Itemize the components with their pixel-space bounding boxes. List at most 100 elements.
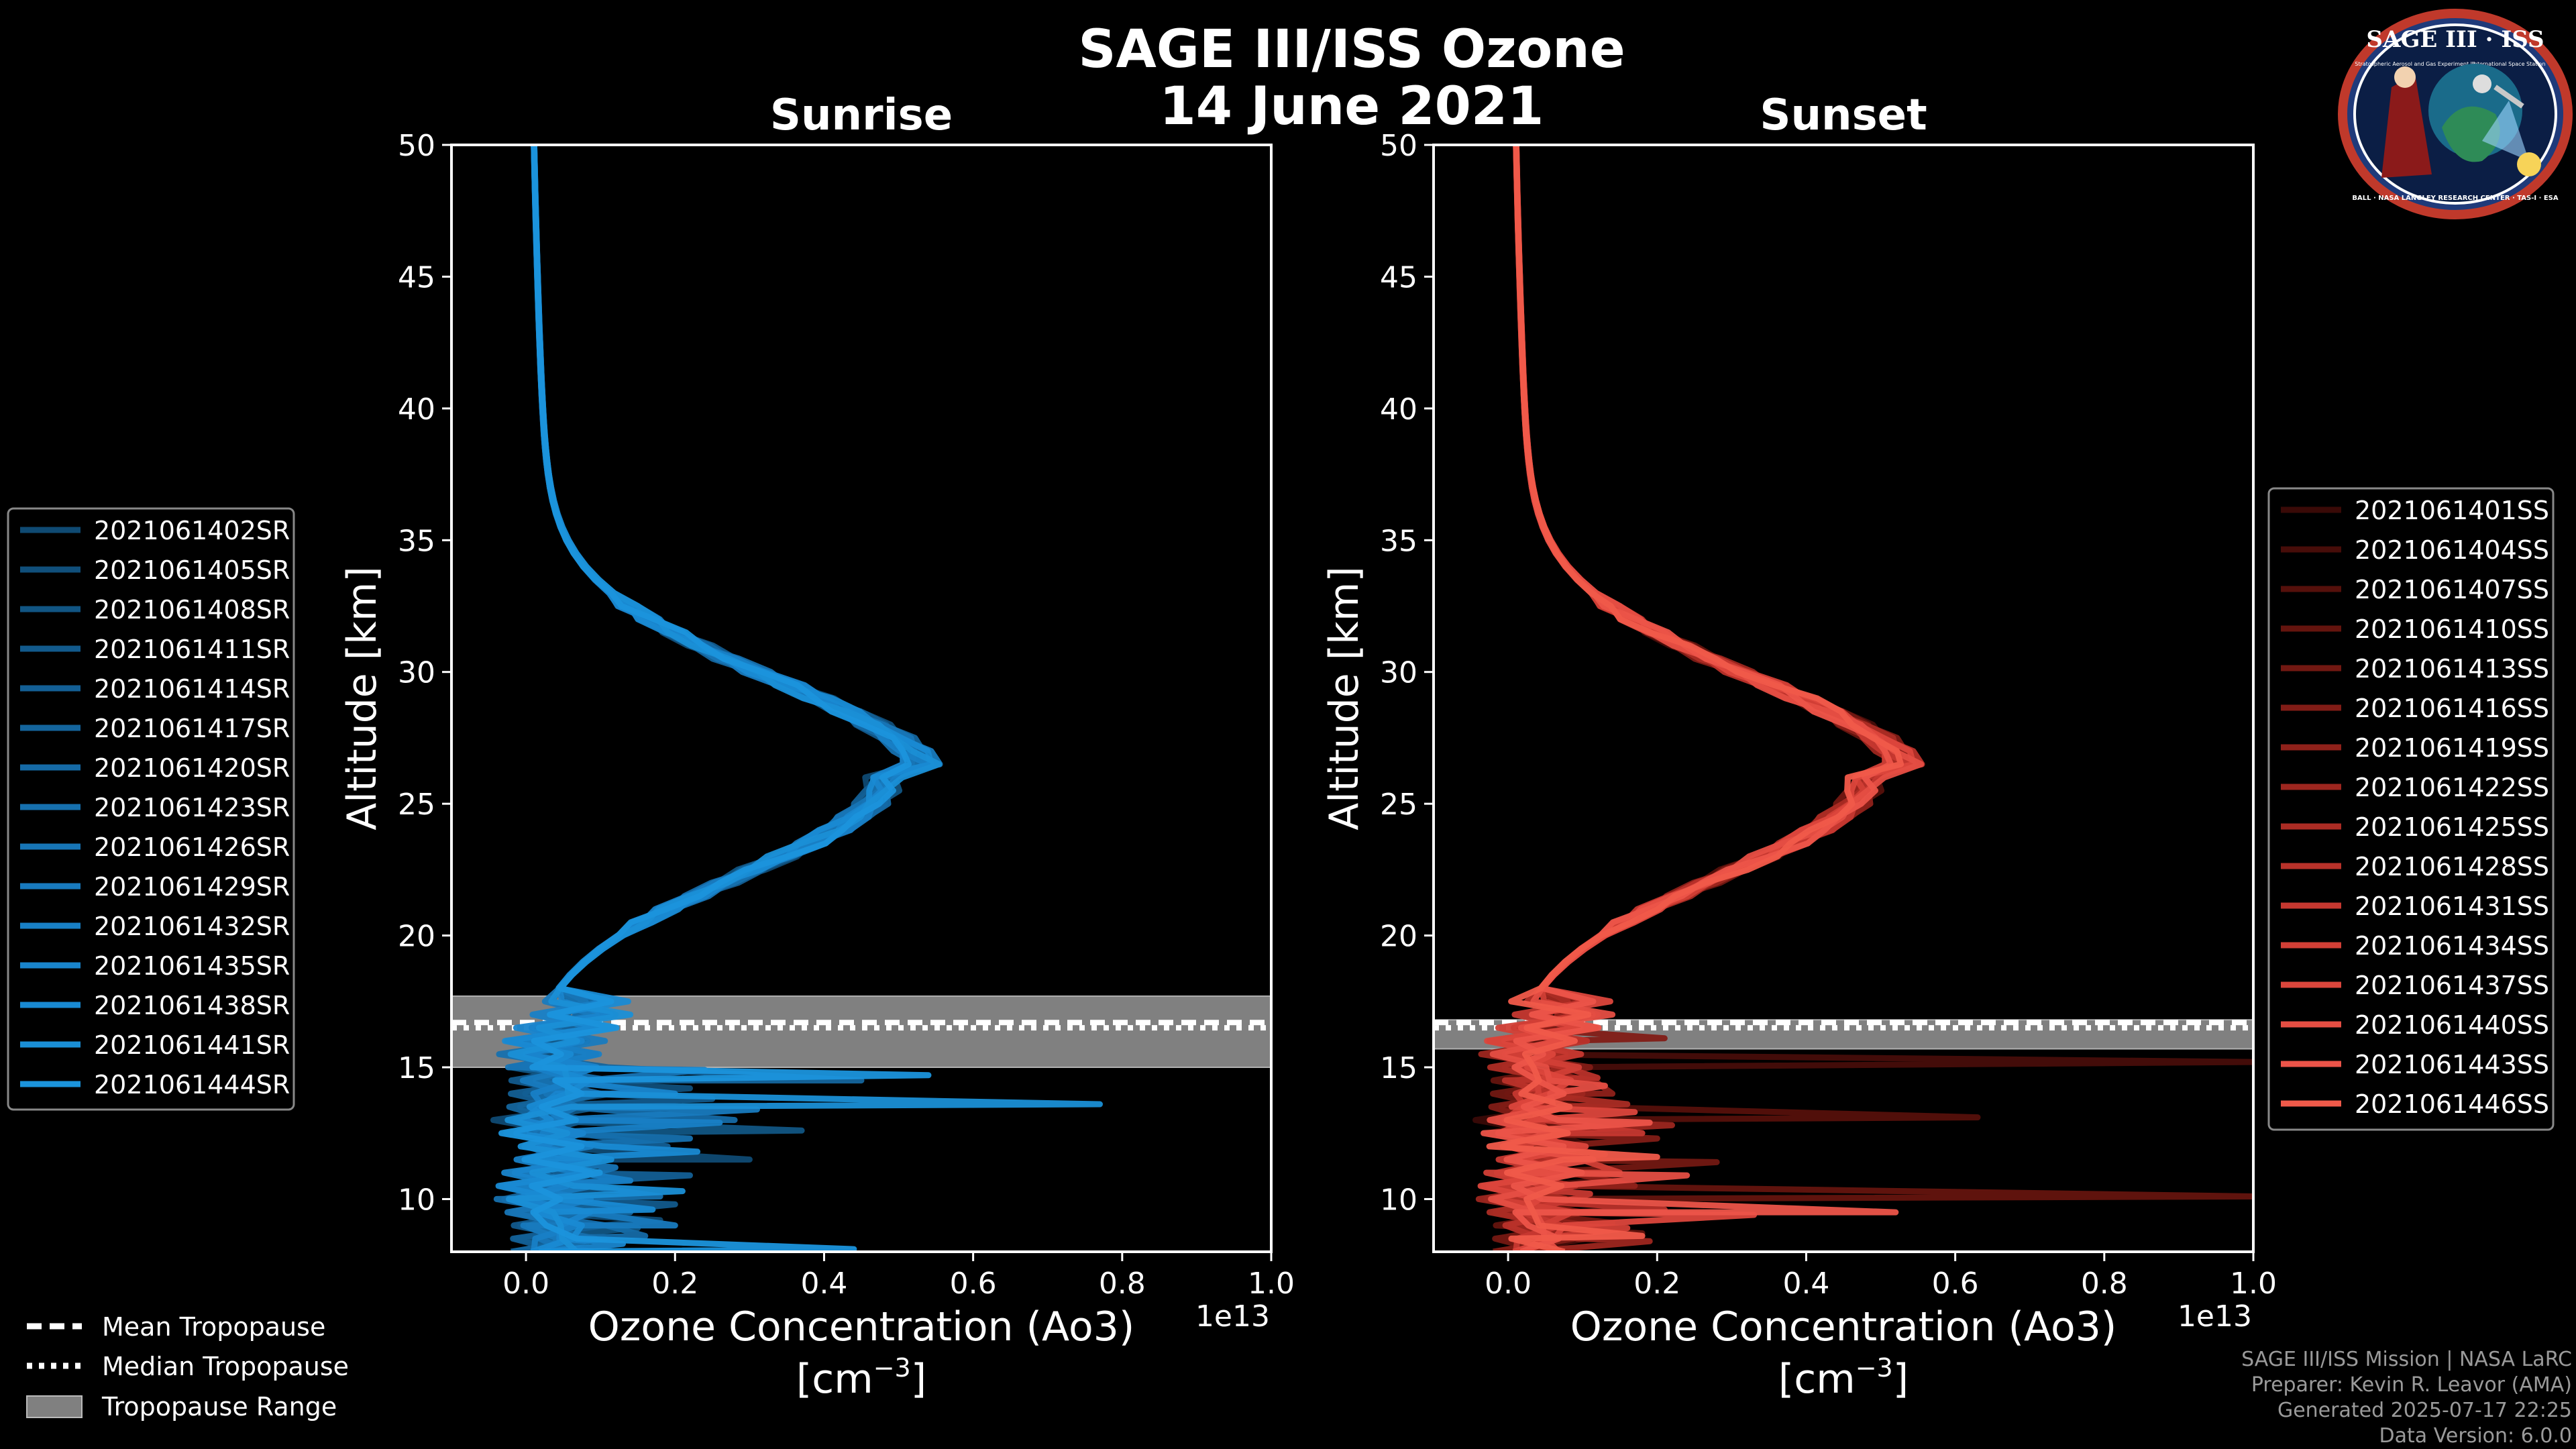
sunset-legend-label: 2021061446SS bbox=[2355, 1089, 2549, 1119]
sunrise-legend-frame bbox=[7, 507, 295, 1111]
footer-credits: SAGE III/ISS Mission | NASA LaRC Prepare… bbox=[2241, 1348, 2572, 1448]
sunrise-legend-label: 2021061405SR bbox=[94, 555, 290, 585]
sunrise-legend-label: 2021061438SR bbox=[94, 991, 290, 1020]
sunset-x-tick-label: 0.2 bbox=[1633, 1267, 1680, 1301]
footer-line-2: Preparer: Kevin R. Leavor (AMA) bbox=[2251, 1373, 2572, 1397]
sunrise-x-ticks: 0.0 0.2 0.4 0.6 0.8 1.0 bbox=[502, 1252, 1295, 1301]
sunrise-y-tick-label: 10 bbox=[398, 1183, 435, 1217]
sunrise-y-tick-label: 40 bbox=[398, 392, 435, 427]
sunrise-y-tick-label: 50 bbox=[398, 129, 435, 163]
sunset-legend-label: 2021061431SS bbox=[2355, 892, 2549, 921]
sunset-y-tick-label: 25 bbox=[1380, 788, 1417, 822]
sunset-legend-label: 2021061413SS bbox=[2355, 654, 2549, 684]
sunset-y-tick-label: 30 bbox=[1380, 656, 1417, 690]
sunrise-y-tick-label: 45 bbox=[398, 260, 435, 294]
sunset-x-unit-exp: −3 bbox=[1856, 1353, 1893, 1383]
sunset-x-ticks: 0.0 0.2 0.4 0.6 0.8 1.0 bbox=[1485, 1252, 2277, 1301]
sunrise-x-scale: 1e13 bbox=[1195, 1299, 1270, 1334]
sunrise-y-tick-label: 35 bbox=[398, 524, 435, 558]
median-tropopause-label: Median Tropopause bbox=[102, 1352, 349, 1381]
sunset-y-tick-label: 50 bbox=[1380, 129, 1417, 163]
sunrise-title: Sunrise bbox=[770, 91, 953, 140]
sunset-title: Sunset bbox=[1760, 91, 1927, 140]
sunset-legend-label: 2021061425SS bbox=[2355, 812, 2549, 842]
sunset-series-group bbox=[1472, 145, 2253, 1252]
figure-title: SAGE III/ISS Ozone bbox=[1078, 19, 1625, 80]
footer-line-3: Generated 2025-07-17 22:25 bbox=[2277, 1399, 2572, 1422]
sunset-x-label: Ozone Concentration (Ao3) bbox=[1570, 1303, 2117, 1350]
sunrise-x-tick-label: 1.0 bbox=[1248, 1267, 1295, 1301]
footer-line-1: SAGE III/ISS Mission | NASA LaRC bbox=[2241, 1348, 2572, 1371]
sunset-legend-label: 2021061437SS bbox=[2355, 971, 2549, 1000]
sunset-legend-label: 2021061410SS bbox=[2355, 614, 2549, 644]
sunrise-x-unit-end: ] bbox=[911, 1356, 926, 1403]
sunset-legend-label: 2021061404SS bbox=[2355, 535, 2549, 565]
sunset-legend-label: 2021061428SS bbox=[2355, 852, 2549, 881]
sunrise-y-ticks: 10 15 20 25 30 35 40 45 50 bbox=[398, 129, 451, 1217]
sunrise-legend-label: 2021061435SR bbox=[94, 951, 290, 981]
sunrise-legend-label: 2021061420SR bbox=[94, 753, 290, 783]
sunset-y-tick-label: 35 bbox=[1380, 524, 1417, 558]
sunset-legend: 2021061401SS 2021061404SS 2021061407SS 2021… bbox=[2267, 487, 2555, 1131]
logo-text: SAGE III · ISS bbox=[2366, 26, 2544, 53]
sunset-y-tick-label: 20 bbox=[1380, 920, 1417, 954]
sunrise-y-tick-label: 30 bbox=[398, 656, 435, 690]
sunrise-legend-label: 2021061414SR bbox=[94, 674, 290, 704]
sunset-x-unit-end: ] bbox=[1893, 1356, 1909, 1403]
sunset-x-tick-label: 1.0 bbox=[2230, 1267, 2277, 1301]
sunrise-legend-label: 2021061426SR bbox=[94, 833, 290, 862]
sunrise-legend-label: 2021061441SR bbox=[94, 1030, 290, 1060]
figure-date: 14 June 2021 bbox=[1160, 76, 1544, 137]
sunrise-x-tick-label: 0.8 bbox=[1099, 1267, 1146, 1301]
sunset-y-tick-label: 15 bbox=[1380, 1051, 1417, 1085]
sunset-legend-label: 2021061407SS bbox=[2355, 575, 2549, 604]
logo-subtitle-left: Stratospheric Aerosol and Gas Experiment… bbox=[2355, 61, 2475, 67]
sunrise-panel: Sunrise 0.0 0.2 0.4 0.6 0.8 1.0 10 15 20 25 30 35 4… bbox=[339, 91, 1295, 1403]
tropopause-range-label: Tropopause Range bbox=[101, 1392, 337, 1421]
sunset-y-tick-label: 10 bbox=[1380, 1183, 1417, 1217]
sunset-legend-label: 2021061434SS bbox=[2355, 931, 2549, 961]
sunrise-plot-frame bbox=[450, 144, 1273, 1253]
sunrise-y-tick-label: 25 bbox=[398, 788, 435, 822]
sunset-plot-frame bbox=[1432, 144, 2255, 1253]
sunrise-legend-label: 2021061411SR bbox=[94, 635, 290, 664]
sunset-x-tick-label: 0.4 bbox=[1782, 1267, 1829, 1301]
sunrise-legend-label: 2021061408SR bbox=[94, 595, 290, 625]
footer-line-4: Data Version: 6.0.0 bbox=[2379, 1424, 2572, 1448]
sunset-x-tick-label: 0.0 bbox=[1485, 1267, 1532, 1301]
logo-subtitle-right: International Space Station bbox=[2473, 61, 2546, 67]
sunset-panel: Sunset 0.0 0.2 0.4 0.6 0.8 1.0 10 15 20 25 30 35 40… bbox=[1321, 91, 2277, 1403]
sunrise-legend: 2021061402SR 2021061405SR 2021061408SR 2021… bbox=[7, 507, 295, 1111]
tropopause-legend: Mean Tropopause Median Tropopause Tropop… bbox=[26, 1312, 349, 1421]
sunrise-x-label: Ozone Concentration (Ao3) bbox=[588, 1303, 1135, 1350]
sunset-legend-label: 2021061440SS bbox=[2355, 1010, 2549, 1040]
sunset-legend-label: 2021061443SS bbox=[2355, 1050, 2549, 1079]
sunset-series-2021061446SS bbox=[1486, 145, 1904, 1252]
mean-tropopause-label: Mean Tropopause bbox=[102, 1312, 325, 1342]
sunset-y-label: Altitude [km] bbox=[1321, 566, 1368, 830]
sunset-legend-label: 2021061401SS bbox=[2355, 496, 2549, 525]
sunset-x-unit: [cm−3] bbox=[1778, 1353, 1909, 1403]
sunrise-y-label: Altitude [km] bbox=[339, 566, 386, 830]
sunrise-series-2021061444SR bbox=[498, 145, 932, 1252]
sunset-y-ticks: 10 15 20 25 30 35 40 45 50 bbox=[1380, 129, 1434, 1217]
sunset-legend-label: 2021061422SS bbox=[2355, 773, 2549, 802]
sunrise-legend-label: 2021061432SR bbox=[94, 912, 290, 941]
sunrise-legend-label: 2021061429SR bbox=[94, 872, 290, 902]
sunrise-y-tick-label: 20 bbox=[398, 920, 435, 954]
sunrise-x-tick-label: 0.0 bbox=[502, 1267, 549, 1301]
sunset-legend-label: 2021061419SS bbox=[2355, 733, 2549, 763]
logo-ring-text: BALL · NASA LANGLEY RESEARCH CENTER · TA… bbox=[2352, 195, 2559, 202]
sunrise-legend-label: 2021061423SR bbox=[94, 793, 290, 822]
sunrise-x-tick-label: 0.4 bbox=[800, 1267, 847, 1301]
sunrise-x-tick-label: 0.2 bbox=[651, 1267, 698, 1301]
sunset-y-tick-label: 40 bbox=[1380, 392, 1417, 427]
sunset-y-tick-label: 45 bbox=[1380, 260, 1417, 294]
sunrise-x-tick-label: 0.6 bbox=[950, 1267, 997, 1301]
sunset-x-unit-base: [cm bbox=[1778, 1356, 1856, 1403]
tropopause-range-swatch bbox=[26, 1395, 83, 1418]
sunrise-legend-label: 2021061417SR bbox=[94, 714, 290, 743]
sage-iii-iss-logo: SAGE III · ISS Stratospheric Aerosol and… bbox=[2338, 9, 2573, 219]
sunset-x-scale: 1e13 bbox=[2178, 1299, 2252, 1334]
